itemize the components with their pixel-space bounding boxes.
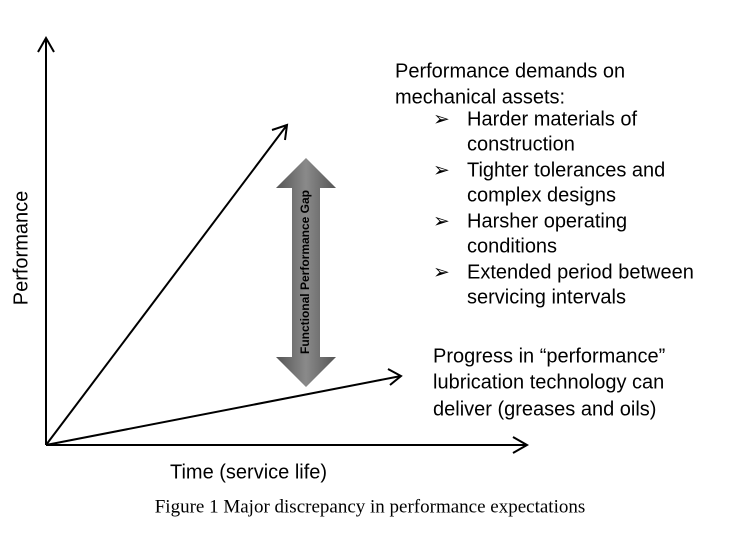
bullet: ➢ (433, 210, 450, 232)
demand-items: ➢ Harder materials of construction ➢ Tighter… (433, 108, 694, 308)
progress-line (45, 375, 402, 446)
gap-label: Functional Performance Gap (298, 190, 312, 354)
progress-text: Progress in “performance” (433, 345, 665, 367)
demand-arrowhead (271, 123, 289, 141)
axes (37, 35, 530, 454)
demand-item-text: Harder materials of (467, 108, 638, 130)
progress-arrowhead (387, 368, 403, 386)
x-axis-label: Time (service life) (170, 461, 327, 483)
bullet: ➢ (433, 108, 450, 130)
caption: Figure 1 Major discrepancy in performanc… (155, 496, 586, 517)
bullet: ➢ (433, 159, 450, 181)
demands-title: Performance demands on (395, 60, 625, 82)
gap-arrow (276, 158, 336, 387)
demand-item-text: Tighter tolerances and (467, 159, 665, 181)
demand-item-text: Extended period between (467, 261, 694, 283)
demand-item-text: complex designs (467, 184, 616, 206)
y-axis-label: Performance (10, 191, 32, 306)
demand-item-text: conditions (467, 235, 557, 257)
demand-item-text: Harsher operating (467, 210, 627, 232)
bullet: ➢ (433, 261, 450, 283)
demand-line (45, 124, 288, 446)
demand-item-text: servicing intervals (467, 286, 626, 308)
progress-text: lubrication technology can (433, 371, 664, 393)
progress-text: deliver (greases and oils) (433, 398, 656, 420)
x-arrowhead (512, 436, 530, 454)
demands-title: mechanical assets: (395, 86, 565, 108)
demand-item-text: construction (467, 133, 575, 155)
y-arrowhead (37, 35, 55, 53)
